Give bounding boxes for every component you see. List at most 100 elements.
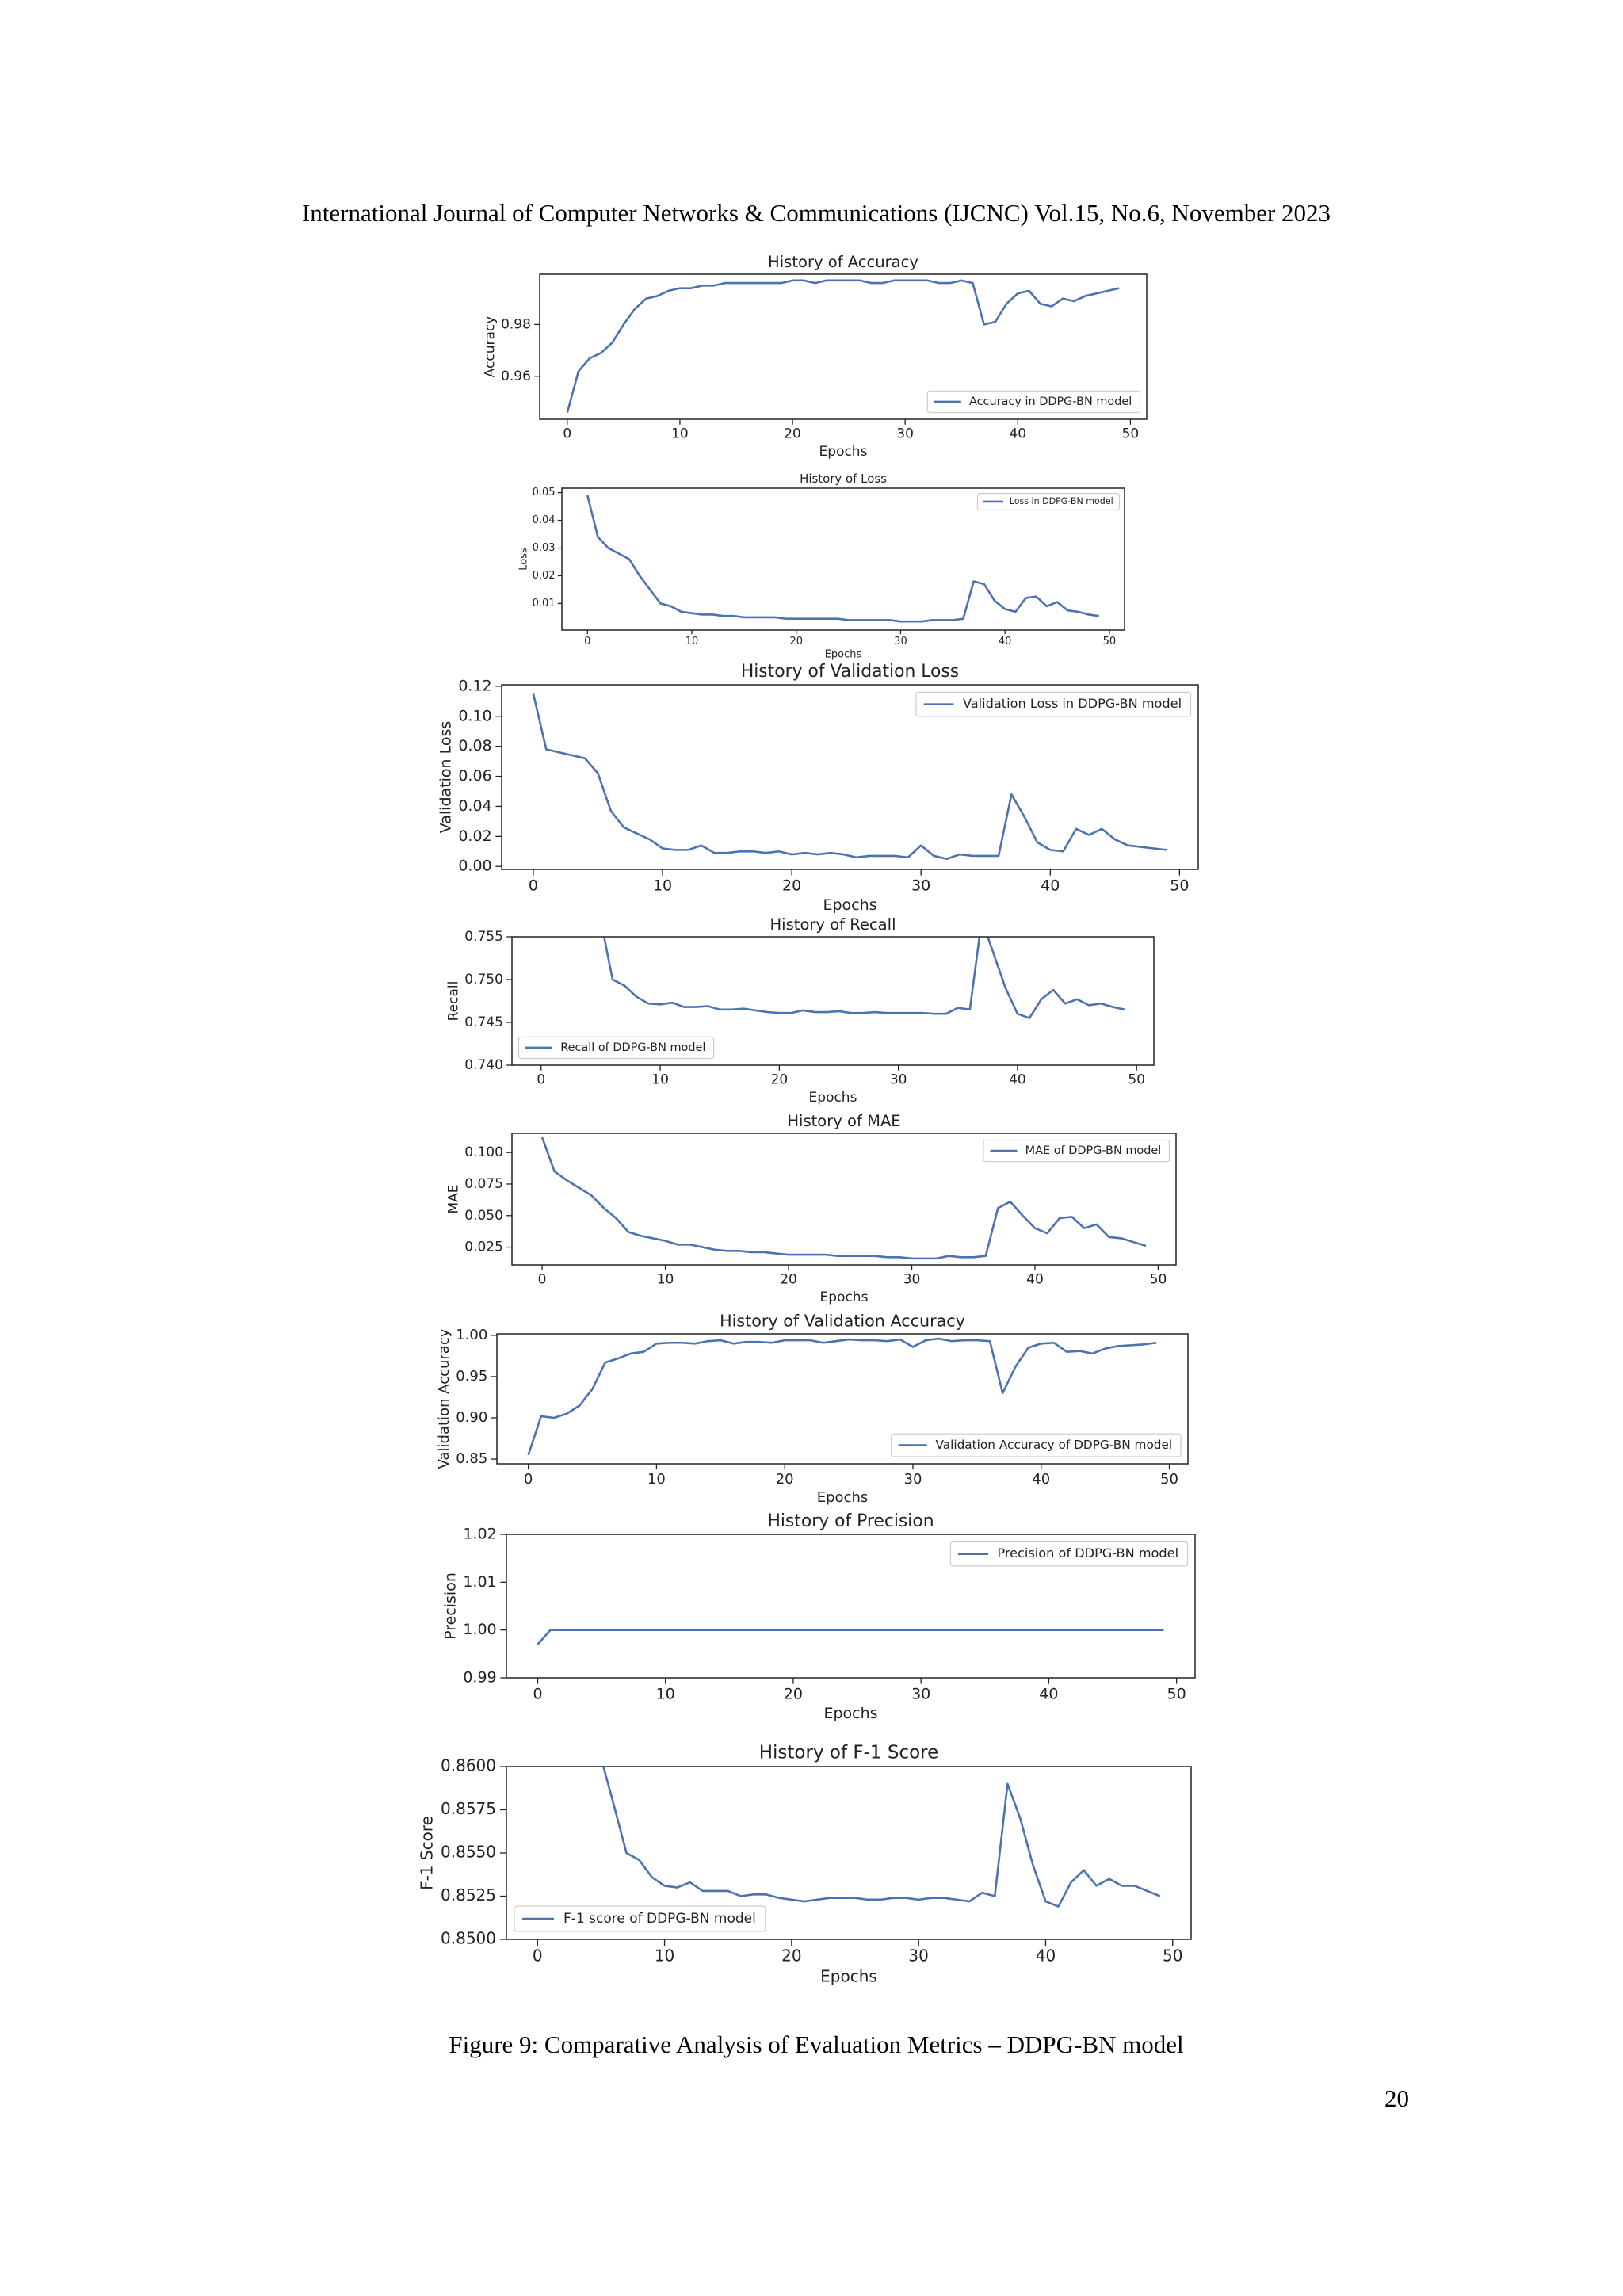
data-line [602, 937, 1125, 1019]
legend: F-1 score of DDPG-BN model [514, 1905, 766, 1932]
chart-title: History of MAE [787, 1112, 900, 1130]
x-tick-label: 0 [538, 1272, 547, 1288]
y-axis-label: MAE [446, 1184, 462, 1213]
plot-frame [539, 273, 1148, 420]
x-tick-label: 20 [776, 1471, 794, 1488]
y-axis-label: Recall [446, 981, 462, 1022]
y-axis-label: Accuracy [482, 316, 498, 378]
legend-box [517, 1036, 715, 1060]
chart: History of MAE 0 10 20 30 40 50 0.025 0.050 0.075… [446, 1112, 1177, 1305]
x-tick-label: 30 [908, 1946, 928, 1966]
x-tick-label: 30 [911, 1685, 930, 1702]
legend-box [514, 1905, 766, 1932]
chart: History of Validation Accuracy 0 10 20 30 40 5… [436, 1312, 1189, 1506]
x-tick-label: 0 [584, 636, 590, 648]
x-tick-label: 50 [1150, 1272, 1167, 1288]
legend-label: MAE of DDPG-BN model [1025, 1144, 1162, 1157]
y-tick-label: 1.01 [463, 1573, 496, 1591]
y-tick-label: 0.85 [456, 1450, 487, 1467]
x-tick-label: 40 [1041, 877, 1060, 894]
y-tick-label: 0.12 [458, 677, 491, 694]
legend-box [983, 1139, 1170, 1163]
chart: History of F-1 Score 0 10 20 30 40 50 0.8500 0.8… [418, 1743, 1192, 1986]
y-tick-label: 0.04 [458, 797, 491, 815]
legend-box [891, 1433, 1182, 1457]
chart-title: History of Recall [770, 915, 896, 934]
y-axis-label: F-1 Score [418, 1816, 437, 1890]
x-tick-label: 20 [784, 1685, 803, 1702]
x-tick-label: 10 [656, 1685, 675, 1702]
x-tick-label: 30 [894, 636, 907, 648]
x-tick-label: 0 [533, 1946, 543, 1966]
legend: Loss in DDPG-BN model [976, 492, 1121, 510]
x-tick-label: 50 [1122, 426, 1140, 442]
chart-title: History of F-1 Score [759, 1743, 939, 1763]
x-tick-label: 20 [782, 877, 801, 894]
figure-caption: Figure 9: Comparative Analysis of Evalua… [449, 2030, 1183, 2058]
legend-box [926, 390, 1141, 414]
data-line [586, 495, 1099, 623]
chart-title: History of Validation Accuracy [720, 1312, 965, 1331]
legend: Accuracy in DDPG-BN model [926, 390, 1141, 414]
x-tick-label: 10 [651, 1072, 669, 1088]
y-tick-label: 1.00 [463, 1621, 496, 1638]
x-tick-label: 40 [1036, 1946, 1056, 1966]
x-tick-label: 30 [890, 1072, 907, 1088]
y-tick-label: 0.740 [464, 1057, 503, 1073]
legend-label: Accuracy in DDPG-BN model [969, 395, 1132, 408]
plot-frame [561, 487, 1125, 631]
y-tick-label: 0.8600 [441, 1756, 496, 1775]
x-tick-label: 30 [904, 1471, 922, 1488]
y-tick-label: 0.100 [464, 1144, 503, 1160]
x-axis-label: Epochs [825, 649, 862, 661]
x-tick-label: 20 [780, 1272, 797, 1288]
x-tick-label: 20 [784, 426, 801, 442]
x-tick-label: 40 [1026, 1272, 1044, 1288]
x-axis-label: Epochs [819, 444, 868, 460]
x-tick-label: 50 [1163, 1946, 1182, 1966]
x-tick-label: 10 [657, 1272, 674, 1288]
y-tick-label: 0.750 [464, 972, 503, 988]
data-line [566, 279, 1120, 413]
x-tick-label: 50 [1128, 1072, 1145, 1088]
legend: Recall of DDPG-BN model [517, 1036, 715, 1060]
x-tick-label: 10 [647, 1471, 666, 1488]
y-tick-label: 0.90 [456, 1409, 487, 1426]
y-tick-label: 0.01 [533, 598, 556, 609]
x-tick-label: 0 [537, 1072, 545, 1088]
y-tick-label: 0.8500 [441, 1929, 496, 1948]
running-header: International Journal of Computer Networ… [302, 199, 1331, 227]
y-tick-label: 0.050 [464, 1208, 503, 1224]
x-tick-label: 0 [563, 426, 571, 442]
plot-frame [506, 1766, 1192, 1940]
y-tick-label: 0.755 [464, 929, 503, 945]
legend: MAE of DDPG-BN model [983, 1139, 1170, 1163]
chart: History of Validation Loss 0 10 20 30 40 50 0.0… [437, 662, 1199, 914]
x-tick-label: 0 [533, 1685, 542, 1702]
y-tick-label: 0.00 [458, 858, 491, 875]
y-tick-label: 0.075 [464, 1176, 503, 1192]
y-axis-label: Validation Loss [437, 721, 455, 834]
chart: History of Accuracy 0 10 20 30 40 50 0.96 0.98 Ep… [482, 253, 1148, 460]
x-tick-label: 40 [1039, 1685, 1058, 1702]
y-tick-label: 0.02 [533, 570, 556, 582]
plot-frame [511, 1133, 1177, 1266]
plot-frame [501, 684, 1199, 870]
x-tick-label: 30 [911, 877, 930, 894]
x-tick-label: 50 [1103, 636, 1117, 648]
legend-box [915, 691, 1192, 717]
data-line [537, 1629, 1164, 1645]
x-tick-label: 50 [1170, 877, 1189, 894]
y-tick-label: 0.95 [456, 1368, 487, 1385]
chart-title: History of Accuracy [768, 253, 918, 271]
legend: Precision of DDPG-BN model [949, 1541, 1189, 1567]
x-axis-label: Epochs [809, 1090, 857, 1106]
y-tick-label: 0.745 [464, 1014, 503, 1030]
legend-label: Loss in DDPG-BN model [1010, 496, 1113, 506]
y-tick-label: 0.8525 [441, 1885, 496, 1904]
x-tick-label: 10 [655, 1946, 674, 1966]
x-axis-label: Epochs [823, 896, 876, 914]
legend-label: Validation Loss in DDPG-BN model [963, 696, 1182, 711]
